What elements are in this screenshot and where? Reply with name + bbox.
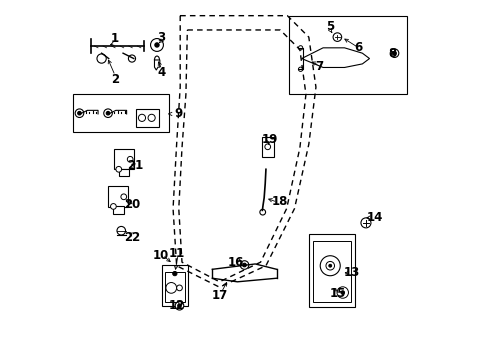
Bar: [162, 265, 188, 306]
Bar: [114, 149, 134, 169]
Text: 14: 14: [366, 211, 382, 224]
Text: 7: 7: [315, 60, 323, 73]
Circle shape: [320, 256, 340, 276]
Bar: [165, 272, 184, 302]
Circle shape: [242, 263, 246, 267]
Circle shape: [336, 287, 348, 298]
Bar: [313, 242, 350, 302]
Bar: [119, 168, 129, 176]
Text: 22: 22: [123, 231, 140, 244]
Text: 12: 12: [168, 299, 184, 312]
Circle shape: [155, 43, 159, 47]
Circle shape: [138, 114, 145, 121]
Circle shape: [128, 55, 135, 62]
Bar: [308, 234, 354, 307]
Circle shape: [116, 166, 122, 172]
Text: 3: 3: [157, 31, 165, 44]
Bar: [113, 206, 124, 214]
Circle shape: [110, 203, 116, 209]
Text: 6: 6: [354, 41, 362, 54]
Text: 10: 10: [152, 248, 168, 261]
Circle shape: [177, 304, 181, 307]
Circle shape: [392, 51, 395, 55]
Polygon shape: [301, 48, 369, 67]
Circle shape: [340, 291, 344, 294]
Circle shape: [298, 46, 302, 50]
Circle shape: [106, 111, 110, 115]
Circle shape: [172, 271, 177, 276]
Text: 21: 21: [126, 159, 142, 172]
Circle shape: [389, 49, 398, 58]
Circle shape: [127, 157, 133, 162]
Circle shape: [75, 109, 83, 117]
Circle shape: [117, 226, 125, 235]
Circle shape: [175, 301, 183, 310]
Text: 20: 20: [123, 198, 140, 211]
Text: 4: 4: [157, 66, 165, 79]
Text: 2: 2: [111, 73, 119, 86]
Circle shape: [150, 39, 163, 51]
Circle shape: [332, 33, 341, 41]
Circle shape: [165, 283, 176, 293]
Circle shape: [259, 209, 265, 215]
Circle shape: [78, 111, 81, 115]
Text: 8: 8: [388, 47, 396, 60]
Circle shape: [97, 54, 106, 63]
Text: 16: 16: [227, 256, 243, 269]
Text: 5: 5: [325, 20, 334, 33]
Bar: [108, 186, 127, 207]
Text: 15: 15: [328, 287, 345, 300]
Text: 13: 13: [343, 266, 359, 279]
Text: 1: 1: [111, 32, 119, 45]
Text: 11: 11: [168, 247, 184, 260]
Circle shape: [360, 218, 370, 228]
Text: 18: 18: [271, 195, 288, 208]
Circle shape: [298, 67, 302, 71]
Circle shape: [121, 194, 126, 200]
Circle shape: [325, 261, 334, 270]
Bar: [73, 94, 169, 132]
Bar: [261, 137, 274, 157]
Circle shape: [264, 144, 270, 150]
Bar: [135, 109, 159, 127]
Text: 19: 19: [261, 134, 277, 147]
Bar: [288, 16, 406, 94]
Circle shape: [176, 285, 182, 291]
Circle shape: [103, 109, 112, 117]
Circle shape: [148, 114, 155, 121]
Circle shape: [328, 264, 331, 267]
Text: 9: 9: [174, 107, 182, 120]
Circle shape: [240, 261, 248, 269]
Text: 17: 17: [211, 288, 227, 302]
